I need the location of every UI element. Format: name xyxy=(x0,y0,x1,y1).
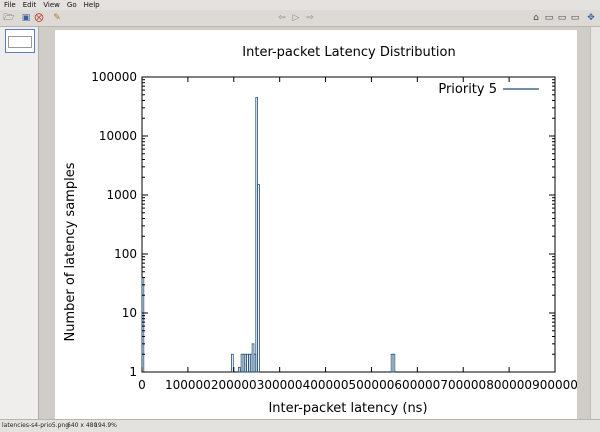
forward-icon[interactable]: ⇨ xyxy=(306,13,314,23)
y-tick-label: 10 xyxy=(122,306,137,320)
thumbnail-sidebar xyxy=(0,27,39,419)
edit-icon[interactable]: ✎ xyxy=(53,13,61,23)
y-tick-label: 10000 xyxy=(99,129,137,143)
chart-image: Inter-packet Latency Distribution 0 10000… xyxy=(55,30,578,419)
y-tick-label: 100 xyxy=(114,247,137,261)
x-tick-label: 600000 xyxy=(394,378,440,392)
menu-bar: File Edit View Go Help xyxy=(0,0,600,10)
histogram-bar xyxy=(141,277,145,373)
latency-chart: Inter-packet Latency Distribution 0 10000… xyxy=(63,45,578,416)
flip-icon[interactable]: ▭ xyxy=(570,13,580,23)
x-tick-label: 900000 xyxy=(532,378,577,392)
x-tick-label: 0 xyxy=(138,378,146,392)
status-dimensions: 640 x 480 xyxy=(67,422,98,429)
status-bar: latencies-s4-prio5.png 640 x 480 194.9% xyxy=(0,419,600,432)
rotate-icon[interactable]: ▭ xyxy=(557,13,567,23)
toolbar: 🗁 ▣ ⨂ ✎ ⇦ ▷ ⇨ ⌂ ▭ ▭ ▭ ✥ xyxy=(0,10,600,27)
menu-file[interactable]: File xyxy=(4,1,16,9)
back-icon[interactable]: ⇦ xyxy=(278,13,286,23)
y-tick-label: 1 xyxy=(129,365,137,379)
chart-title: Inter-packet Latency Distribution xyxy=(242,45,455,60)
y-axis-label: Number of latency samples xyxy=(63,162,78,341)
histogram-bar xyxy=(231,353,234,373)
x-tick-label: 200000 xyxy=(211,378,257,392)
plot-ticks: 0 100000 200000 300000 400000 500000 600000 700… xyxy=(91,70,578,392)
legend-label: Priority 5 xyxy=(438,82,497,97)
histogram-bar xyxy=(392,353,396,373)
vertical-scrollbar[interactable] xyxy=(590,27,600,419)
x-axis-label: Inter-packet latency (ns) xyxy=(268,401,427,416)
y-tick-label: 100000 xyxy=(91,70,137,84)
histogram-bar xyxy=(237,366,241,373)
histogram-bar xyxy=(257,184,260,373)
zoom-icon[interactable]: ⌂ xyxy=(533,13,539,23)
x-tick-label: 400000 xyxy=(303,378,349,392)
x-tick-label: 100000 xyxy=(165,378,211,392)
open-icon[interactable]: 🗁 xyxy=(3,13,15,23)
save-icon[interactable]: ▣ xyxy=(21,13,31,23)
status-filename: latencies-s4-prio5.png xyxy=(2,422,70,429)
plot-bars xyxy=(141,97,396,373)
plot-frame xyxy=(141,76,556,373)
menu-help[interactable]: Help xyxy=(83,1,100,9)
close-icon[interactable]: ⨂ xyxy=(34,13,44,23)
status-zoom: 194.9% xyxy=(94,422,117,429)
menu-view[interactable]: View xyxy=(43,1,60,9)
x-tick-label: 500000 xyxy=(349,378,395,392)
menu-edit[interactable]: Edit xyxy=(22,1,37,9)
fullscreen-icon[interactable]: ✥ xyxy=(587,13,595,23)
menu-go[interactable]: Go xyxy=(66,1,77,9)
thumbnail-image[interactable] xyxy=(5,29,35,53)
fit-icon[interactable]: ▭ xyxy=(544,13,554,23)
y-tick-label: 1000 xyxy=(106,188,137,202)
x-tick-label: 700000 xyxy=(440,378,486,392)
x-tick-label: 800000 xyxy=(486,378,532,392)
play-icon[interactable]: ▷ xyxy=(292,13,300,23)
image-viewport: Inter-packet Latency Distribution 0 10000… xyxy=(39,27,600,419)
x-tick-label: 300000 xyxy=(257,378,303,392)
plot-axes xyxy=(141,76,556,373)
